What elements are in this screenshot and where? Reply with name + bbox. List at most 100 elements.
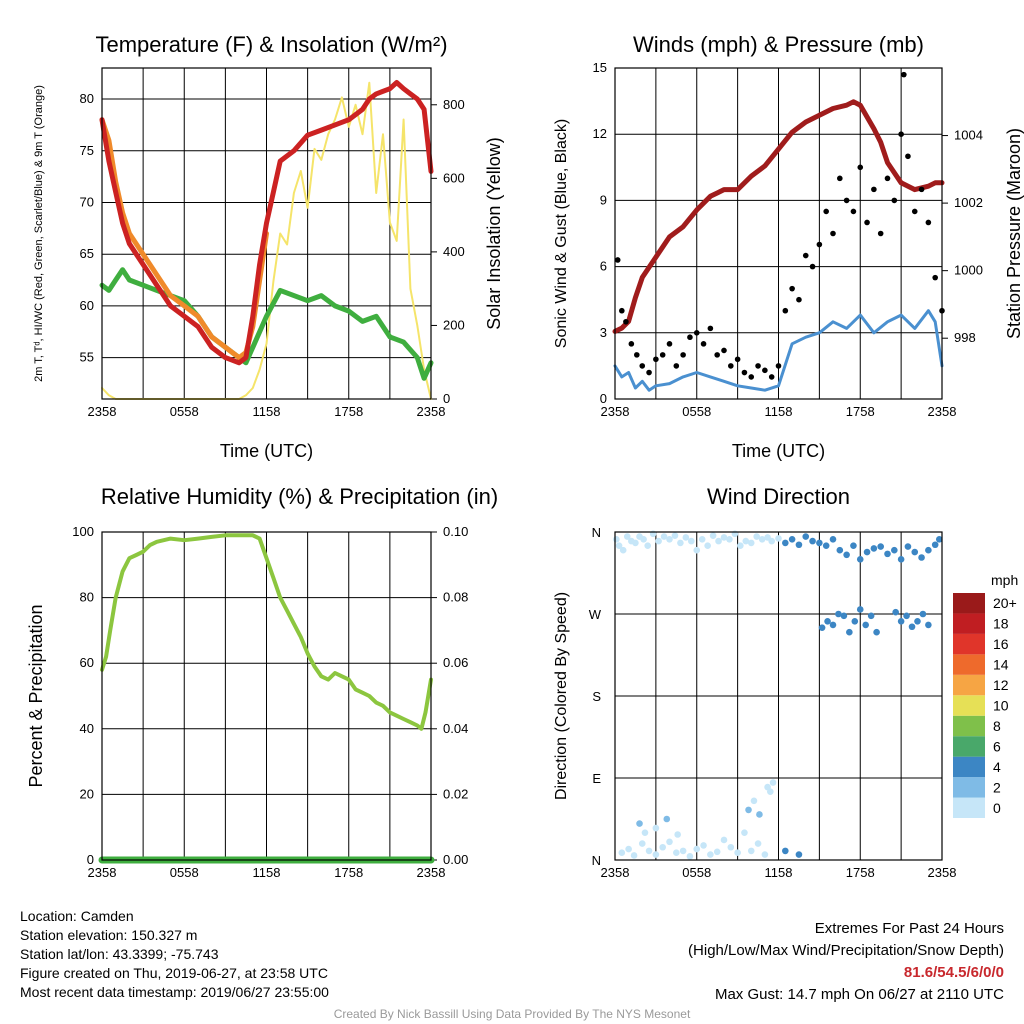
gust-point — [646, 369, 652, 376]
gust-point — [789, 285, 795, 292]
direction-point — [795, 851, 803, 858]
y-right-tick-label: 0.02 — [443, 786, 468, 801]
direction-point — [829, 535, 837, 543]
direction-point — [700, 842, 707, 849]
direction-point — [615, 542, 623, 549]
colorbar-label: 2 — [993, 779, 1001, 795]
y-right-tick-label: 0.06 — [443, 655, 468, 670]
panel-temperature: 2358 0558 1158 1758 235855606570758002004006… — [33, 32, 504, 461]
x-tick-label: 1158 — [765, 404, 793, 419]
x-axis-label: Time (UTC) — [220, 441, 313, 461]
gust-point — [932, 274, 938, 281]
extremes-box: Extremes For Past 24 Hours (High/Low/Max… — [688, 918, 1004, 1006]
y-axis-label-left: Direction (Colored By Speed) — [553, 592, 570, 800]
direction-point — [851, 617, 859, 625]
direction-point — [659, 843, 666, 851]
y-tick-label: 15 — [593, 60, 607, 75]
direction-point — [623, 533, 631, 540]
gust-point — [775, 363, 782, 369]
y-tick-label: S — [592, 689, 601, 704]
y-tick-label: 55 — [80, 350, 94, 365]
extremes-subtitle: (High/Low/Max Wind/Precipitation/Snow De… — [688, 942, 1004, 959]
y-tick-label: 12 — [593, 126, 607, 141]
direction-point — [753, 533, 760, 540]
direction-point — [682, 534, 690, 541]
direction-point — [925, 546, 932, 554]
gust-point — [762, 367, 768, 374]
gust-point — [659, 352, 666, 358]
direction-point — [935, 535, 943, 543]
direction-point — [720, 534, 728, 541]
series-station-pressure — [612, 99, 945, 334]
direction-point — [737, 542, 744, 549]
colorbar-swatch — [953, 654, 985, 675]
colorbar-swatch — [953, 613, 985, 634]
plot-frame — [614, 67, 943, 400]
gust-point — [734, 356, 741, 363]
colorbar-swatch — [953, 797, 985, 818]
colorbar-swatch — [953, 715, 985, 737]
y-tick-label: 70 — [80, 194, 94, 209]
colorbar-label: 18 — [993, 616, 1009, 632]
colorbar: mph 0 2 4 6 8 10 12 14 16 18 20+ — [953, 572, 1018, 818]
x-tick-label: 0558 — [170, 865, 199, 880]
direction-point — [856, 556, 864, 563]
y-tick-label: 40 — [80, 721, 94, 736]
direction-point — [829, 621, 837, 629]
x-tick-label: 2358 — [417, 404, 446, 419]
y-right-tick-label: 1004 — [954, 128, 983, 143]
y-tick-label: N — [592, 853, 601, 868]
y-axis-label-left: Sonic Wind & Gust (Blue, Black) — [553, 119, 570, 348]
recent-timestamp: Most recent data timestamp: 2019/06/27 2… — [20, 984, 329, 1000]
gust-point — [614, 257, 621, 263]
direction-point — [862, 621, 869, 629]
gust-point — [687, 334, 693, 341]
direction-point — [850, 542, 857, 549]
gust-point — [728, 363, 734, 369]
colorbar-swatch — [953, 695, 985, 716]
gust-point — [707, 325, 714, 332]
gust-point — [850, 208, 857, 215]
direction-point — [877, 543, 884, 550]
gust-point — [796, 296, 802, 303]
y-right-tick-label: 1002 — [954, 195, 983, 210]
colorbar-label: 16 — [993, 636, 1009, 652]
direction-point — [843, 551, 850, 559]
y-right-tick-label: 400 — [443, 244, 465, 259]
gust-point — [741, 369, 748, 376]
y-right-tick-label: 998 — [954, 330, 976, 345]
direction-point — [677, 539, 684, 547]
direction-point — [892, 608, 899, 616]
direction-point — [619, 546, 627, 554]
series-sonic-wind — [613, 309, 944, 392]
y-right-tick-label: 800 — [443, 97, 465, 112]
direction-point — [761, 851, 769, 858]
direction-point — [707, 851, 714, 858]
direction-point — [891, 546, 898, 554]
direction-point — [818, 624, 826, 631]
direction-point — [840, 612, 848, 620]
station-latlon: Station lat/lon: 43.3399; -75.743 — [20, 946, 219, 962]
gust-point — [639, 363, 646, 369]
gust-point — [884, 175, 891, 182]
direction-point — [686, 853, 694, 860]
direction-point — [908, 623, 916, 631]
direction-point — [754, 840, 762, 847]
y-right-tick-label: 0.08 — [443, 590, 468, 605]
direction-point — [747, 539, 755, 547]
direction-point — [867, 612, 875, 620]
direction-point — [693, 845, 701, 853]
direction-point — [709, 532, 717, 539]
x-tick-label: 1758 — [846, 865, 875, 880]
direction-point — [727, 843, 735, 851]
direction-point — [625, 845, 632, 853]
x-tick-label: 1158 — [765, 865, 793, 880]
direction-point — [756, 811, 763, 818]
y-axis-label-left: 2m T, Tᵈ, HI/WC (Red, Green, Scarlet/Blu… — [33, 85, 45, 382]
y-axis-label-right: Station Pressure (Maroon) — [1004, 128, 1024, 339]
gust-point — [666, 341, 673, 347]
y-tick-label: 80 — [80, 590, 94, 605]
x-tick-label: 0558 — [682, 404, 711, 419]
y-right-tick-label: 0 — [443, 391, 450, 406]
